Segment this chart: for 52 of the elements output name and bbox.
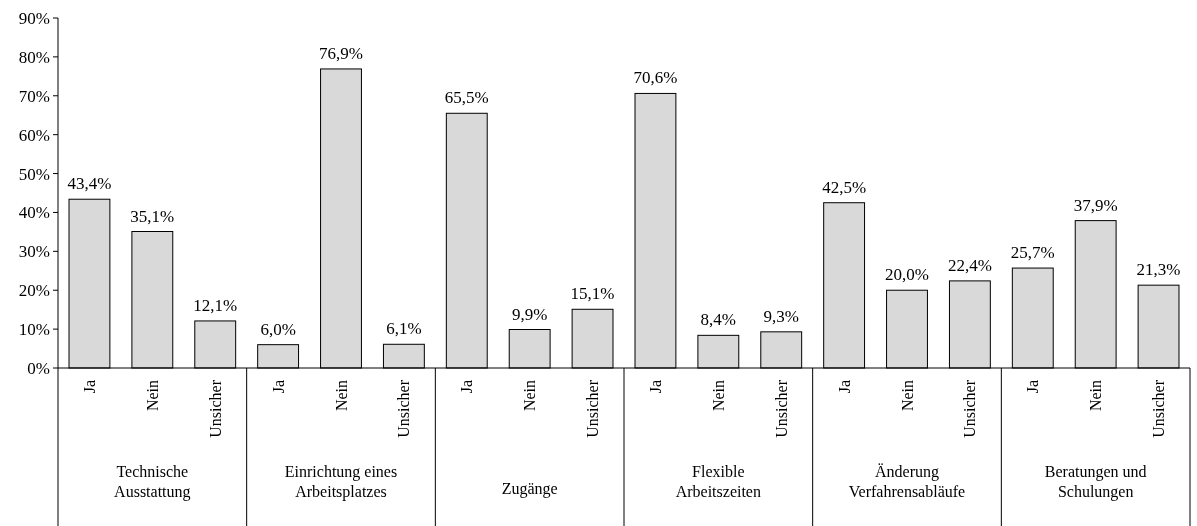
x-tick-label: Ja (81, 380, 99, 394)
text: Technische Ausstattung (114, 463, 191, 501)
data-label: 9,9% (511, 304, 548, 324)
y-tick-label: 80% (18, 47, 50, 67)
data-label: 20,0% (885, 265, 929, 285)
x-tick-label: Unsicher (961, 379, 979, 438)
data-label: 43,4% (67, 174, 112, 194)
x-tick-label: Nein (143, 380, 161, 412)
data-label: 15,1% (570, 284, 615, 304)
x-tick-label: Nein (521, 380, 539, 412)
y-tick-label: 90% (18, 8, 50, 28)
data-label: 42,5% (822, 177, 867, 197)
y-tick-label: 60% (18, 125, 50, 145)
y-tick-label: 30% (18, 242, 50, 262)
x-tick-label: Unsicher (772, 379, 790, 438)
text: Flexible Arbeitszeiten (675, 463, 761, 500)
data-label: 21,3% (1136, 260, 1181, 280)
x-tick-label: Nein (332, 380, 350, 412)
data-label: 9,3% (763, 306, 799, 326)
x-tick-label: Ja (647, 380, 665, 394)
text: Beratungen und Schulungen (1044, 463, 1147, 501)
y-tick-label: 20% (18, 281, 50, 301)
data-label: 22,4% (947, 255, 992, 275)
x-tick-label: Ja (458, 380, 476, 394)
data-label: 12,1% (193, 295, 238, 315)
y-tick-label: 70% (18, 86, 50, 106)
y-tick-label: 10% (18, 320, 50, 340)
x-tick-label: Ja (269, 380, 287, 394)
data-label: 76,9% (319, 43, 363, 63)
data-label: 35,1% (130, 206, 175, 226)
data-label: 65,5% (444, 88, 489, 108)
x-tick-label: Unsicher (1150, 379, 1168, 438)
x-tick-label: Nein (1087, 380, 1105, 412)
data-label: 8,4% (700, 310, 737, 330)
text: Änderung Verfahrensabläufe (848, 463, 966, 500)
x-tick-label: Ja (1024, 380, 1042, 394)
data-label: 6,1% (386, 319, 422, 339)
y-tick-label: 50% (18, 164, 50, 184)
data-label: 70,6% (633, 68, 678, 88)
data-label: 25,7% (1010, 243, 1055, 263)
text: Einrichtung eines Arbeitsplatzes (284, 463, 398, 501)
x-tick-label: Unsicher (395, 379, 413, 438)
x-tick-label: Unsicher (206, 379, 224, 438)
y-tick-label: 40% (18, 203, 50, 223)
data-label: 37,9% (1073, 195, 1118, 215)
text: Zugänge (501, 480, 558, 498)
x-tick-label: Nein (709, 380, 727, 412)
x-tick-label: Ja (835, 380, 853, 394)
x-tick-label: Nein (898, 380, 916, 412)
data-label: 6,0% (260, 319, 296, 339)
y-tick-label: 0% (27, 358, 50, 378)
x-tick-label: Unsicher (584, 379, 602, 438)
